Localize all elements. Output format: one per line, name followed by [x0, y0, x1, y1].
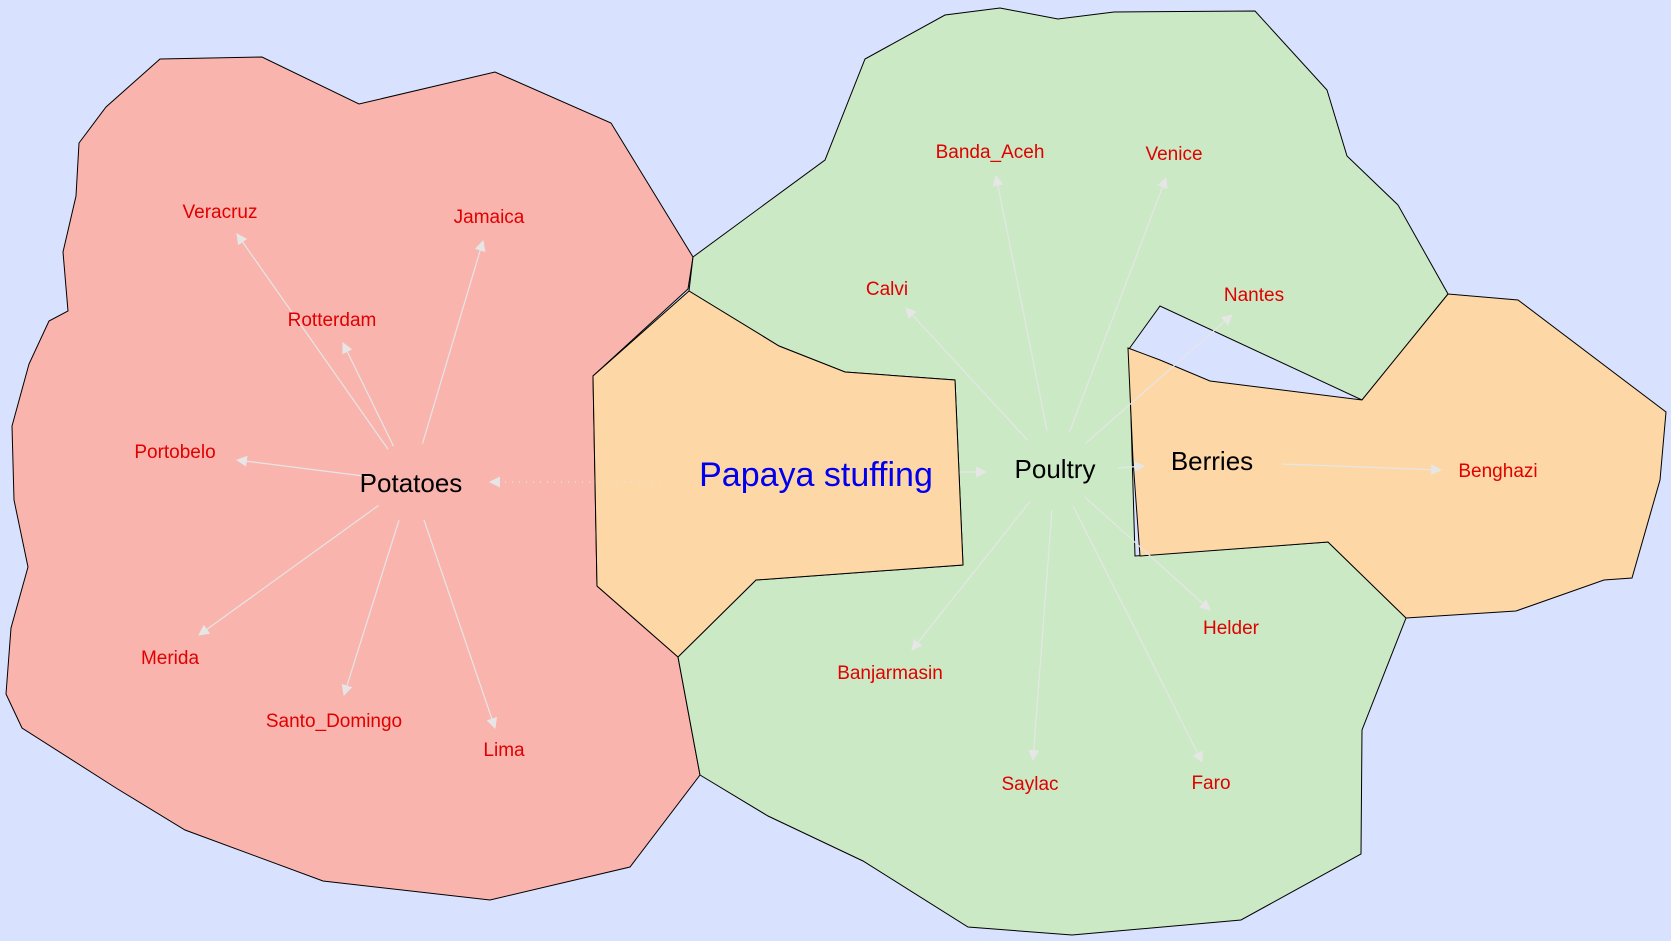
edge-potatoes-to-portobelo	[235, 455, 372, 478]
edge-poultry-to-saylac	[1028, 509, 1053, 762]
potatoes-region	[5, 56, 701, 901]
papaya-region	[592, 290, 964, 658]
edge-poultry-to-helder	[1084, 496, 1211, 611]
poultry-label: Poultry	[1015, 454, 1096, 484]
city-label-faro: Faro	[1191, 773, 1230, 794]
city-label-merida: Merida	[141, 648, 200, 669]
city-label-rotterdam: Rotterdam	[288, 310, 377, 331]
city-label-portobelo: Portobelo	[134, 442, 215, 463]
edge-poultry-to-nantes	[1084, 314, 1233, 445]
berries-label: Berries	[1171, 446, 1253, 476]
city-label-jamaica: Jamaica	[454, 207, 525, 228]
edge-poultry-to-faro	[1072, 505, 1203, 763]
papaya-stuffing-label: Papaya stuffing	[699, 456, 933, 494]
edge-potatoes-to-lima	[423, 519, 498, 730]
city-label-banda-aceh: Banda_Aceh	[936, 142, 1045, 163]
edge-poultry-to-banda-aceh	[992, 174, 1048, 431]
city-label-santo-domingo: Santo_Domingo	[266, 711, 402, 732]
city-label-lima: Lima	[483, 740, 525, 761]
city-label-banjarmasin: Banjarmasin	[837, 663, 943, 684]
city-label-helder: Helder	[1203, 618, 1260, 639]
edge-potatoes-to-merida	[198, 504, 379, 636]
city-label-veracruz: Veracruz	[183, 202, 258, 223]
city-label-calvi: Calvi	[866, 279, 908, 300]
edge-poultry-to-banjarmasin	[911, 500, 1031, 651]
edge-potatoes-to-jamaica	[421, 239, 486, 444]
edges-layer	[198, 174, 1443, 763]
city-label-saylac: Saylac	[1001, 774, 1058, 795]
city-label-venice: Venice	[1145, 144, 1202, 165]
edge-poultry-to-calvi	[905, 307, 1029, 441]
edge-berries-to-benghazi	[1281, 463, 1443, 476]
edge-poultry-to-venice	[1068, 176, 1168, 433]
city-label-benghazi: Benghazi	[1458, 461, 1537, 482]
edge-potatoes-to-veracruz	[236, 233, 389, 450]
edge-potatoes-to-santo-domingo	[341, 519, 400, 697]
potatoes-label: Potatoes	[360, 468, 463, 498]
edge-potatoes-to-rotterdam	[342, 342, 394, 447]
edge-poultry-to-berries	[1117, 461, 1146, 473]
berries-region	[1127, 293, 1667, 619]
city-label-nantes: Nantes	[1224, 285, 1284, 306]
